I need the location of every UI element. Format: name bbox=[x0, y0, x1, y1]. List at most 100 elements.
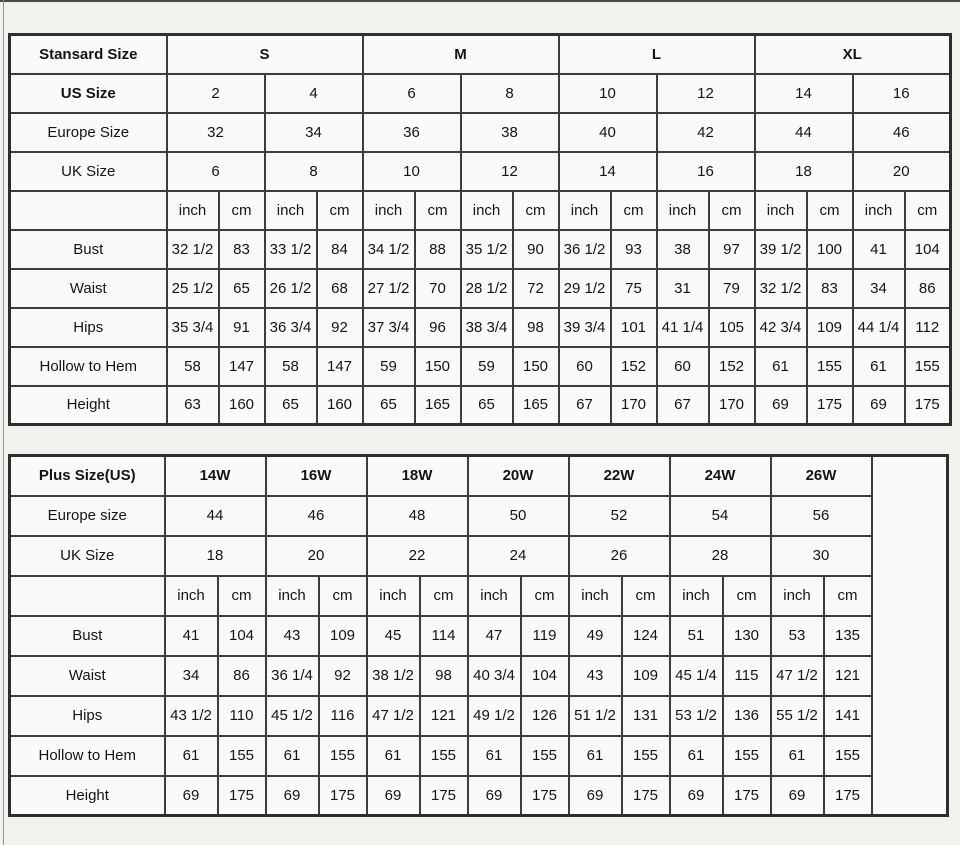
measure-value-cell: 39 3/4 bbox=[557, 306, 612, 348]
unit-cell: inch bbox=[263, 189, 318, 231]
measure-value-cell: 51 1/2 bbox=[567, 694, 623, 737]
unit-cell: cm bbox=[511, 189, 560, 231]
row-label-cell: Hollow to Hem bbox=[8, 734, 166, 777]
measure-value-cell: 100 bbox=[805, 228, 854, 270]
measure-value-cell: 110 bbox=[216, 694, 267, 737]
size-value-cell: 54 bbox=[668, 494, 772, 537]
measure-value-cell: 165 bbox=[413, 384, 462, 426]
measure-value-cell: 152 bbox=[707, 345, 756, 387]
size-value-cell: 28 bbox=[668, 534, 772, 577]
measure-value-cell: 83 bbox=[217, 228, 266, 270]
unit-cell: cm bbox=[217, 189, 266, 231]
size-group-cell: 26W bbox=[769, 454, 873, 497]
measure-value-cell: 97 bbox=[707, 228, 756, 270]
size-value-cell: 42 bbox=[655, 111, 756, 153]
size-value-cell: 32 bbox=[165, 111, 266, 153]
measurement-row: Hollow to Hem 58 147 58 147 59 150 59 150 60 152 60… bbox=[8, 345, 952, 387]
table-title-cell: Plus Size(US) bbox=[8, 454, 166, 497]
measure-value-cell: 84 bbox=[315, 228, 364, 270]
size-value-cell: 30 bbox=[769, 534, 873, 577]
unit-cell: cm bbox=[620, 574, 671, 617]
size-conversion-row: Europe size 44 46 48 50 52 54 56 bbox=[8, 494, 948, 537]
measure-value-cell: 90 bbox=[511, 228, 560, 270]
unit-cell: inch bbox=[655, 189, 710, 231]
unit-cell: cm bbox=[707, 189, 756, 231]
measure-value-cell: 34 bbox=[163, 654, 219, 697]
unit-cell: inch bbox=[557, 189, 612, 231]
measure-value-cell: 65 bbox=[217, 267, 266, 309]
measure-value-cell: 83 bbox=[805, 267, 854, 309]
measurement-row: Height 69 175 69 175 69 175 69 175 69 175 69 175 69 17… bbox=[8, 774, 948, 817]
row-label-cell: Bust bbox=[8, 614, 166, 657]
measure-value-cell: 93 bbox=[609, 228, 658, 270]
measure-value-cell: 69 bbox=[163, 774, 219, 817]
measure-value-cell: 61 bbox=[163, 734, 219, 777]
unit-cell: inch bbox=[459, 189, 514, 231]
measure-value-cell: 43 1/2 bbox=[163, 694, 219, 737]
size-value-cell: 50 bbox=[466, 494, 570, 537]
measure-value-cell: 34 bbox=[851, 267, 906, 309]
unit-cell: cm bbox=[721, 574, 772, 617]
size-value-cell: 10 bbox=[361, 150, 462, 192]
unit-blank-cell bbox=[8, 189, 168, 231]
size-value-cell: 4 bbox=[263, 72, 364, 114]
unit-cell: cm bbox=[413, 189, 462, 231]
row-label-cell: Height bbox=[8, 774, 166, 817]
measure-value-cell: 130 bbox=[721, 614, 772, 657]
standard-size-table: Stansard Size S M L XL US Size 2 4 6 8 10 12 14 16 Eur… bbox=[8, 33, 952, 426]
measure-value-cell: 34 1/2 bbox=[361, 228, 416, 270]
size-value-cell: 46 bbox=[264, 494, 368, 537]
size-value-cell: 40 bbox=[557, 111, 658, 153]
measurement-row: Bust 41 104 43 109 45 114 47 119 49 124 51 130 53 135 bbox=[8, 614, 948, 657]
size-value-cell: 46 bbox=[851, 111, 952, 153]
measure-value-cell: 28 1/2 bbox=[459, 267, 514, 309]
measurement-row: Hollow to Hem 61 155 61 155 61 155 61 155 61 155 61… bbox=[8, 734, 948, 777]
measure-value-cell: 170 bbox=[609, 384, 658, 426]
measure-value-cell: 155 bbox=[903, 345, 952, 387]
measure-value-cell: 61 bbox=[264, 734, 320, 777]
measurement-row: Height 63 160 65 160 65 165 65 165 67 170 67 170 69 17… bbox=[8, 384, 952, 426]
size-value-cell: 26 bbox=[567, 534, 671, 577]
measure-value-cell: 119 bbox=[519, 614, 570, 657]
unit-cell: cm bbox=[216, 574, 267, 617]
size-conversion-row: US Size 2 4 6 8 10 12 14 16 bbox=[8, 72, 952, 114]
row-label-cell: UK Size bbox=[8, 150, 168, 192]
measure-value-cell: 65 bbox=[263, 384, 318, 426]
measure-value-cell: 155 bbox=[317, 734, 368, 777]
measure-value-cell: 69 bbox=[769, 774, 825, 817]
row-label-cell: Height bbox=[8, 384, 168, 426]
measure-value-cell: 25 1/2 bbox=[165, 267, 220, 309]
size-value-cell: 48 bbox=[365, 494, 469, 537]
measure-value-cell: 69 bbox=[365, 774, 421, 817]
row-label-cell: Waist bbox=[8, 654, 166, 697]
measure-value-cell: 36 3/4 bbox=[263, 306, 318, 348]
unit-cell: inch bbox=[264, 574, 320, 617]
measure-value-cell: 88 bbox=[413, 228, 462, 270]
unit-cell: cm bbox=[519, 574, 570, 617]
size-value-cell: 16 bbox=[851, 72, 952, 114]
measure-value-cell: 79 bbox=[707, 267, 756, 309]
unit-cell: inch bbox=[769, 574, 825, 617]
measure-value-cell: 69 bbox=[567, 774, 623, 817]
measure-value-cell: 69 bbox=[753, 384, 808, 426]
measure-value-cell: 69 bbox=[264, 774, 320, 817]
measure-value-cell: 61 bbox=[668, 734, 724, 777]
page-frame-left-line bbox=[3, 0, 4, 845]
measure-value-cell: 60 bbox=[655, 345, 710, 387]
measure-value-cell: 69 bbox=[851, 384, 906, 426]
size-value-cell: 8 bbox=[263, 150, 364, 192]
measure-value-cell: 175 bbox=[805, 384, 854, 426]
size-value-cell: 22 bbox=[365, 534, 469, 577]
measure-value-cell: 152 bbox=[609, 345, 658, 387]
size-value-cell: 18 bbox=[753, 150, 854, 192]
size-value-cell: 44 bbox=[163, 494, 267, 537]
size-conversion-row: UK Size 18 20 22 24 26 28 30 bbox=[8, 534, 948, 577]
size-value-cell: 38 bbox=[459, 111, 560, 153]
measure-value-cell: 45 1/2 bbox=[264, 694, 320, 737]
measure-value-cell: 58 bbox=[165, 345, 220, 387]
measure-value-cell: 31 bbox=[655, 267, 710, 309]
measure-value-cell: 61 bbox=[769, 734, 825, 777]
row-label-cell: Hips bbox=[8, 694, 166, 737]
measure-value-cell: 65 bbox=[361, 384, 416, 426]
size-value-cell: 14 bbox=[753, 72, 854, 114]
